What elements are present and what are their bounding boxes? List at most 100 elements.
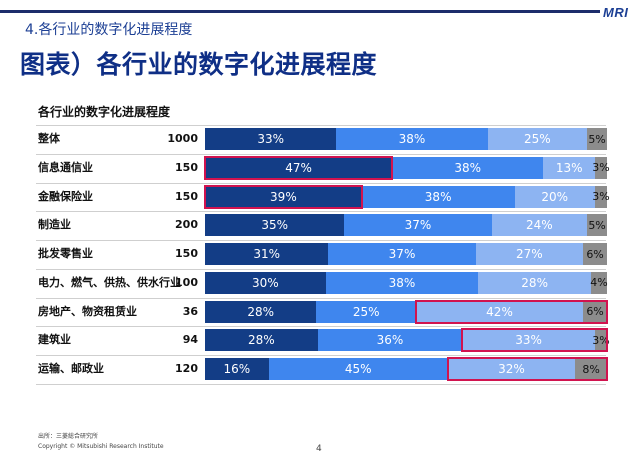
slide-title: 图表）各行业的数字化进展程度 [20, 50, 378, 79]
sample-count: 150 [175, 189, 198, 203]
page-number: 4 [316, 444, 322, 454]
bar-segment-level2: 38% [325, 271, 479, 294]
segment-value-label: 32% [498, 362, 525, 376]
sample-count: 94 [182, 333, 198, 347]
bar-segment-level2: 38% [361, 185, 515, 208]
header-rule [0, 10, 600, 13]
segment-value-label: 47% [285, 160, 312, 175]
sample-count: 120 [175, 362, 198, 375]
sample-count: 150 [175, 247, 198, 260]
category-label: 批发零售业 [38, 247, 93, 260]
highlight-box [414, 299, 608, 324]
bar-segment-level4: 5% [587, 128, 607, 150]
bar-segment-level2: 25% [316, 300, 416, 323]
segment-value-label: 6% [586, 247, 604, 261]
category-label: 建筑业 [38, 333, 71, 347]
row-divider [36, 153, 606, 155]
bar-segment-level2: 37% [328, 243, 476, 265]
segment-value-label: 4% [590, 276, 608, 290]
segment-value-label: 42% [486, 304, 513, 319]
bar-segment-level3: 27% [475, 243, 584, 265]
bar-segment-level1: 28% [205, 300, 317, 323]
bar-segment-level3: 33% [462, 329, 595, 352]
bar-segment-level3: 25% [487, 128, 588, 150]
bar-segment-level3: 20% [514, 185, 595, 208]
company-logo: MRI [603, 5, 629, 20]
segment-value-label: 24% [525, 218, 553, 233]
row-divider [36, 297, 606, 299]
row-divider [36, 182, 606, 184]
sample-count: 1000 [167, 132, 198, 145]
bar-segment-level1: 16% [205, 358, 269, 380]
segment-value-label: 28% [247, 333, 275, 348]
segment-value-label: 38% [388, 275, 416, 290]
segment-value-label: 3% [592, 333, 610, 347]
highlight-box [446, 357, 608, 381]
category-label: 运输、邮政业 [38, 362, 104, 375]
segment-value-label: 28% [247, 304, 275, 319]
chart-title: 各行业的数字化进展程度 [38, 105, 171, 119]
segment-value-label: 6% [586, 305, 604, 318]
sample-count: 36 [182, 304, 198, 318]
bar-segment-level2: 45% [268, 358, 448, 380]
category-label: 信息通信业 [38, 160, 93, 174]
bar-segment-level1: 31% [205, 243, 329, 265]
category-label: 金融保险业 [38, 189, 93, 203]
bar-segment-level2: 38% [336, 128, 488, 150]
row-divider [36, 268, 606, 270]
segment-value-label: 37% [404, 218, 432, 233]
bar-segment-level3: 24% [491, 214, 588, 237]
category-label: 房地产、物资租赁业 [38, 304, 137, 318]
bar-segment-level1: 30% [205, 271, 326, 294]
section-title: 4.各行业的数字化进展程度 [25, 22, 193, 38]
segment-value-label: 20% [541, 189, 569, 204]
bar-segment-level1: 39% [205, 185, 362, 208]
bar-segment-level3: 13% [543, 156, 596, 179]
category-label: 电力、燃气、供热、供水行业 [38, 275, 181, 289]
highlight-box [204, 184, 363, 209]
segment-value-label: 37% [388, 247, 416, 261]
segment-value-label: 30% [251, 275, 279, 290]
highlight-box [461, 328, 608, 353]
segment-value-label: 3% [592, 161, 610, 175]
bar-segment-level4: 6% [583, 300, 607, 323]
bar-segment-level1: 35% [205, 214, 345, 237]
bar-segment-level2: 38% [392, 156, 544, 179]
row-divider [36, 211, 606, 213]
bar-segment-level3: 42% [415, 300, 584, 323]
segment-value-label: 33% [257, 132, 284, 146]
segment-value-label: 28% [521, 275, 548, 290]
row-divider [36, 240, 606, 241]
segment-value-label: 16% [223, 362, 251, 376]
bar-segment-level1: 28% [205, 329, 318, 352]
bar-segment-level4: 3% [592, 329, 610, 352]
row-divider [36, 383, 606, 385]
segment-value-label: 38% [398, 132, 426, 146]
segment-value-label: 27% [516, 247, 543, 261]
category-label: 制造业 [38, 218, 71, 232]
row-divider [36, 326, 606, 328]
bar-segment-level3: 32% [447, 358, 576, 380]
segment-value-label: 8% [582, 362, 600, 376]
segment-value-label: 36% [376, 333, 404, 348]
bar-segment-level1: 47% [205, 156, 393, 179]
segment-value-label: 35% [261, 218, 288, 233]
segment-value-label: 38% [424, 189, 452, 204]
sample-count: 100 [175, 275, 198, 289]
row-divider [36, 125, 606, 126]
bar-segment-level1: 33% [205, 128, 337, 150]
segment-value-label: 33% [515, 333, 542, 348]
segment-value-label: 13% [555, 160, 583, 175]
sample-count: 150 [175, 160, 198, 174]
category-label: 整体 [38, 132, 60, 145]
row-divider [36, 355, 606, 356]
highlight-box [204, 155, 394, 180]
segment-value-label: 31% [253, 247, 281, 261]
segment-value-label: 39% [270, 189, 297, 204]
bar-segment-level2: 36% [317, 329, 463, 352]
bar-segment-level4: 3% [592, 185, 610, 208]
bar-segment-level4: 5% [587, 214, 607, 237]
segment-value-label: 5% [588, 132, 606, 146]
segment-value-label: 3% [592, 190, 610, 203]
copyright-note: Copyright © Mitsubishi Research Institut… [38, 443, 164, 450]
